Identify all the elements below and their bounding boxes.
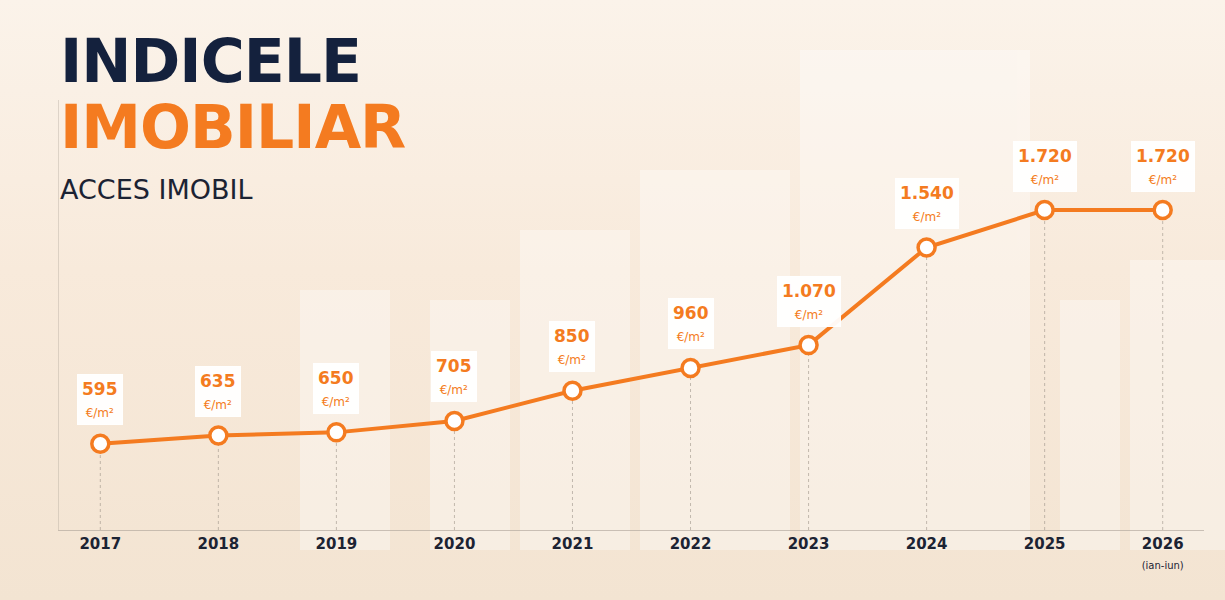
svg-text:2024: 2024 [906,535,948,553]
svg-text:2022: 2022 [670,535,712,553]
svg-text:705€/m²: 705€/m² [436,356,472,397]
html-text:INDICELE: INDICELE [60,26,361,96]
svg-text:1.720€/m²: 1.720€/m² [1136,146,1190,187]
svg-text:2018: 2018 [197,535,239,553]
svg-text:1.720€/m²: 1.720€/m² [1018,146,1072,187]
svg-text:635€/m²: 635€/m² [200,371,236,412]
svg-text:2023: 2023 [788,535,830,553]
svg-text:2019: 2019 [316,535,358,553]
svg-text:960€/m²: 960€/m² [673,303,709,344]
svg-text:850€/m²: 850€/m² [554,326,590,367]
svg-text:595€/m²: 595€/m² [82,379,118,420]
svg-text:2025: 2025 [1024,535,1066,553]
svg-text:1.070€/m²: 1.070€/m² [782,281,836,322]
svg-text:2021: 2021 [552,535,594,553]
svg-text:2017: 2017 [79,535,121,553]
svg-text:2020: 2020 [434,535,476,553]
html-text:IMOBILIAR: IMOBILIAR [60,92,406,162]
html-text:ACCES IMOBIL: ACCES IMOBIL [60,174,253,205]
svg-text:2026(ian-iun): 2026(ian-iun) [1142,535,1184,571]
svg-text:1.540€/m²: 1.540€/m² [900,183,954,224]
svg-text:650€/m²: 650€/m² [318,368,354,409]
